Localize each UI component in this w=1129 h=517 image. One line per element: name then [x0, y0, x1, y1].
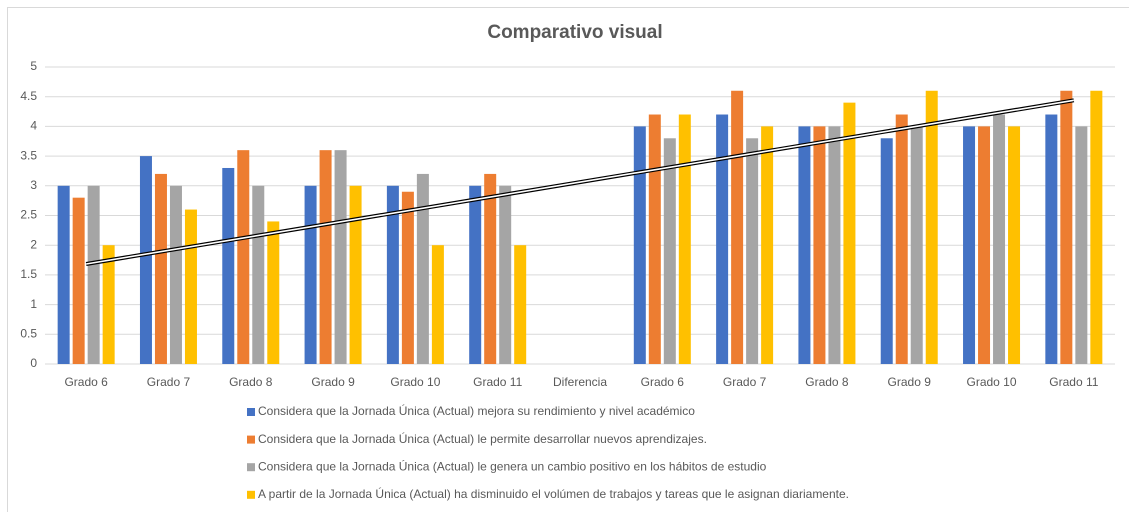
legend-swatch [247, 491, 255, 499]
bar [252, 186, 264, 364]
bar [305, 186, 317, 364]
x-tick-label: Grado 10 [390, 375, 440, 389]
bar [514, 245, 526, 364]
bar [88, 186, 100, 364]
x-tick-label: Grado 6 [641, 375, 685, 389]
bar [185, 210, 197, 364]
legend-swatch [247, 463, 255, 471]
bar [1075, 126, 1087, 364]
bar [896, 115, 908, 364]
x-tick-label: Diferencia [553, 375, 607, 389]
y-tick-label: 3 [30, 178, 37, 192]
x-tick-label: Grado 8 [229, 375, 273, 389]
x-tick-label: Grado 9 [888, 375, 932, 389]
legend-label: Considera que la Jornada Única (Actual) … [258, 458, 767, 473]
bar [963, 126, 975, 364]
x-tick-label: Grado 7 [723, 375, 767, 389]
y-tick-label: 3.5 [20, 148, 37, 162]
bar [1045, 115, 1057, 364]
bar [634, 126, 646, 364]
bar [679, 115, 691, 364]
y-tick-label: 0 [30, 356, 37, 370]
bar [993, 115, 1005, 364]
bar [978, 126, 990, 364]
legend-label: Considera que la Jornada Única (Actual) … [258, 431, 707, 446]
bar [911, 126, 923, 364]
bar [664, 138, 676, 364]
bar [170, 186, 182, 364]
legend-swatch [247, 408, 255, 416]
bar [1060, 91, 1072, 364]
bar [813, 126, 825, 364]
bar [402, 192, 414, 364]
bar [222, 168, 234, 364]
bar [58, 186, 70, 364]
bar [237, 150, 249, 364]
x-tick-label: Grado 6 [64, 375, 108, 389]
y-tick-label: 2 [30, 237, 37, 251]
y-tick-label: 1.5 [20, 267, 37, 281]
x-tick-label: Grado 11 [473, 375, 522, 389]
bar [140, 156, 152, 364]
bar [731, 91, 743, 364]
bar [469, 186, 481, 364]
bar [335, 150, 347, 364]
y-tick-label: 0.5 [20, 326, 37, 340]
bar [716, 115, 728, 364]
bar [484, 174, 496, 364]
legend-label: Considera que la Jornada Única (Actual) … [258, 403, 695, 418]
bar [499, 186, 511, 364]
y-tick-label: 1 [30, 297, 37, 311]
bar [843, 103, 855, 364]
legend-swatch [247, 436, 255, 444]
bar [320, 150, 332, 364]
bar [432, 245, 444, 364]
y-tick-label: 2.5 [20, 208, 37, 222]
x-tick-label: Grado 11 [1049, 375, 1098, 389]
x-tick-label: Grado 10 [967, 375, 1017, 389]
x-tick-label: Grado 8 [805, 375, 849, 389]
x-tick-label: Grado 7 [147, 375, 191, 389]
x-tick-label: Grado 9 [311, 375, 355, 389]
bar [828, 126, 840, 364]
bar [1008, 126, 1020, 364]
bar [798, 126, 810, 364]
bar [155, 174, 167, 364]
y-tick-label: 5 [30, 59, 37, 73]
chart-title: Comparativo visual [487, 22, 662, 43]
bar [746, 138, 758, 364]
bar [1090, 91, 1102, 364]
bar [761, 126, 773, 364]
bar [350, 186, 362, 364]
bar [649, 115, 661, 364]
bar [926, 91, 938, 364]
legend-label: A partir de la Jornada Única (Actual) ha… [258, 486, 849, 501]
bar [73, 198, 85, 364]
bar [267, 221, 279, 364]
y-tick-label: 4 [30, 119, 37, 133]
bar [103, 245, 115, 364]
bar [417, 174, 429, 364]
y-tick-label: 4.5 [20, 89, 37, 103]
bar [881, 138, 893, 364]
